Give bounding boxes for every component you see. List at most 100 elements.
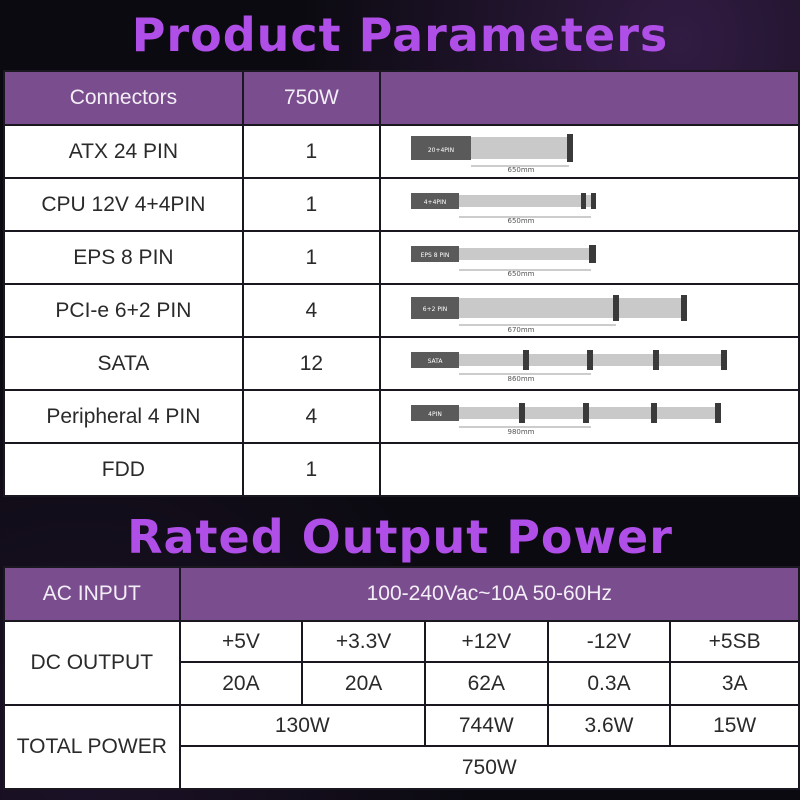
cable-connector — [580, 193, 586, 209]
cable-connector — [650, 403, 657, 423]
rated-output-power-title: Rated Output Power — [127, 510, 673, 564]
cable-tag-label: 6+2 PIN — [423, 306, 447, 313]
rated-output-power-table: AC INPUT 100-240Vac~10A 50-60Hz DC OUTPU… — [3, 566, 800, 790]
cable-tag-label: 20+4PIN — [428, 147, 454, 154]
cable-connector — [522, 350, 529, 370]
rail-voltage-row: DC OUTPUT +5V +3.3V +12V -12V +5SB — [3, 620, 800, 706]
cable-tag-label: 4+4PIN — [424, 199, 447, 206]
connector-count: 1 — [241, 230, 381, 285]
peripheral-cable-image: 4PIN 980mm — [410, 403, 721, 436]
rail-voltage: +3.3V — [301, 620, 426, 663]
rail-12v-power: 744W — [423, 704, 549, 747]
cable-length-label: 650mm — [507, 166, 534, 174]
connector-count: 4 — [241, 283, 381, 338]
wattage-header-label: 750W — [241, 70, 381, 126]
connectors-table: Connectors 750W ATX 24 PIN 1 20+4PIN 650… — [3, 70, 800, 497]
total-power-label: TOTAL POWER — [3, 704, 181, 790]
product-parameters-title: Product Parameters — [131, 8, 669, 62]
rail-voltage: +5SB — [669, 620, 800, 663]
connector-row: ATX 24 PIN 1 20+4PIN 650mm — [3, 124, 800, 179]
cable-illustration-cell: EPS 8 PIN 650mm — [378, 230, 800, 285]
connector-row: CPU 12V 4+4PIN 1 4+4PIN 650mm — [3, 177, 800, 232]
cable-illustration-cell: 4PIN 980mm — [378, 389, 800, 444]
combined-5v-3v3-power: 130W — [178, 704, 426, 747]
connector-count: 12 — [241, 336, 381, 391]
cable-header-cell — [378, 70, 800, 126]
cable-connector — [586, 350, 593, 370]
cable-connector — [612, 295, 619, 321]
cable-body — [470, 137, 569, 159]
total-power-value: 750W — [178, 745, 800, 790]
connectors-header-label: Connectors — [3, 70, 244, 126]
cable-tag-label: EPS 8 PIN — [421, 252, 450, 259]
cable-illustration-cell: 6+2 PIN 670mm — [378, 283, 800, 338]
cable-length-label: 670mm — [507, 326, 534, 334]
eps-cable-image: EPS 8 PIN 650mm — [410, 245, 596, 278]
rail-current: 0.3A — [546, 661, 672, 706]
cable-connector — [680, 295, 687, 321]
ac-input-label: AC INPUT — [3, 566, 181, 622]
connector-row: FDD 1 — [3, 442, 800, 497]
cable-connector — [582, 403, 589, 423]
ac-input-value: 100-240Vac~10A 50-60Hz — [178, 566, 800, 622]
connector-name: CPU 12V 4+4PIN — [3, 177, 244, 232]
total-power-row: 750W — [4, 745, 800, 790]
cable-connector — [588, 245, 596, 263]
cable-length-label: 650mm — [507, 270, 534, 278]
cable-connector — [518, 403, 525, 423]
dc-output-label: DC OUTPUT — [3, 620, 181, 706]
cable-body — [458, 298, 684, 318]
cable-tag-plate — [410, 193, 459, 209]
connector-count: 1 — [241, 124, 381, 179]
cpu-cable-image: 4+4PIN 650mm — [410, 193, 596, 225]
cable-illustration-cell — [378, 442, 800, 497]
rail-voltage: +12V — [423, 620, 549, 663]
connector-count: 1 — [241, 177, 381, 232]
cable-illustration-cell: 4+4PIN 650mm — [378, 177, 800, 232]
rail-current: 3A — [669, 661, 800, 706]
connector-row: SATA 12 SATA 860mm — [3, 336, 800, 391]
connector-count: 1 — [241, 442, 381, 497]
cable-connector — [652, 350, 659, 370]
connector-name: EPS 8 PIN — [3, 230, 244, 285]
connector-row: PCI-e 6+2 PIN 4 6+2 PIN 670mm — [3, 283, 800, 338]
cable-tag-plate — [410, 136, 471, 160]
cable-tag-label: SATA — [428, 358, 444, 365]
atx-cable-image: 20+4PIN 650mm — [410, 134, 573, 174]
rail-5sb-power: 15W — [669, 704, 800, 747]
cable-body — [458, 195, 591, 207]
connector-name: ATX 24 PIN — [3, 124, 244, 179]
connector-name: PCI-e 6+2 PIN — [3, 283, 244, 338]
cable-length-label: 980mm — [507, 428, 534, 436]
cable-length-label: 650mm — [507, 217, 534, 225]
connector-count: 4 — [241, 389, 381, 444]
cable-connector — [590, 193, 596, 209]
cable-illustration-cell: SATA 860mm — [378, 336, 800, 391]
connector-name: Peripheral 4 PIN — [3, 389, 244, 444]
cable-length-label: 860mm — [507, 375, 534, 383]
cable-connector — [720, 350, 727, 370]
rail-voltage: -12V — [546, 620, 672, 663]
cable-body — [458, 248, 591, 260]
cable-connector — [714, 403, 721, 423]
rail-current: 20A — [178, 661, 304, 706]
cable-tag-label: 4PIN — [428, 411, 442, 418]
connectors-header-row: Connectors 750W — [3, 70, 800, 126]
cable-tag-plate — [410, 405, 459, 421]
rail-n12v-power: 3.6W — [546, 704, 672, 747]
connector-row: Peripheral 4 PIN 4 4PIN 980mm — [3, 389, 800, 444]
cable-connector — [566, 134, 573, 162]
rail-current-row: 20A 20A 62A 0.3A 3A — [4, 661, 800, 706]
connector-row: EPS 8 PIN 1 EPS 8 PIN 650mm — [3, 230, 800, 285]
pcie-cable-image: 6+2 PIN 670mm — [410, 295, 687, 334]
rail-current: 20A — [301, 661, 426, 706]
rail-power-row: TOTAL POWER 130W 744W 3.6W 15W — [3, 704, 800, 790]
cable-tag-plate — [410, 297, 459, 319]
rail-voltage: +5V — [178, 620, 304, 663]
rail-current: 62A — [423, 661, 549, 706]
connector-name: SATA — [3, 336, 244, 391]
ac-input-row: AC INPUT 100-240Vac~10A 50-60Hz — [3, 566, 800, 622]
connector-name: FDD — [3, 442, 244, 497]
cable-tag-plate — [410, 352, 459, 368]
sata-cable-image: SATA 860mm — [410, 350, 727, 383]
